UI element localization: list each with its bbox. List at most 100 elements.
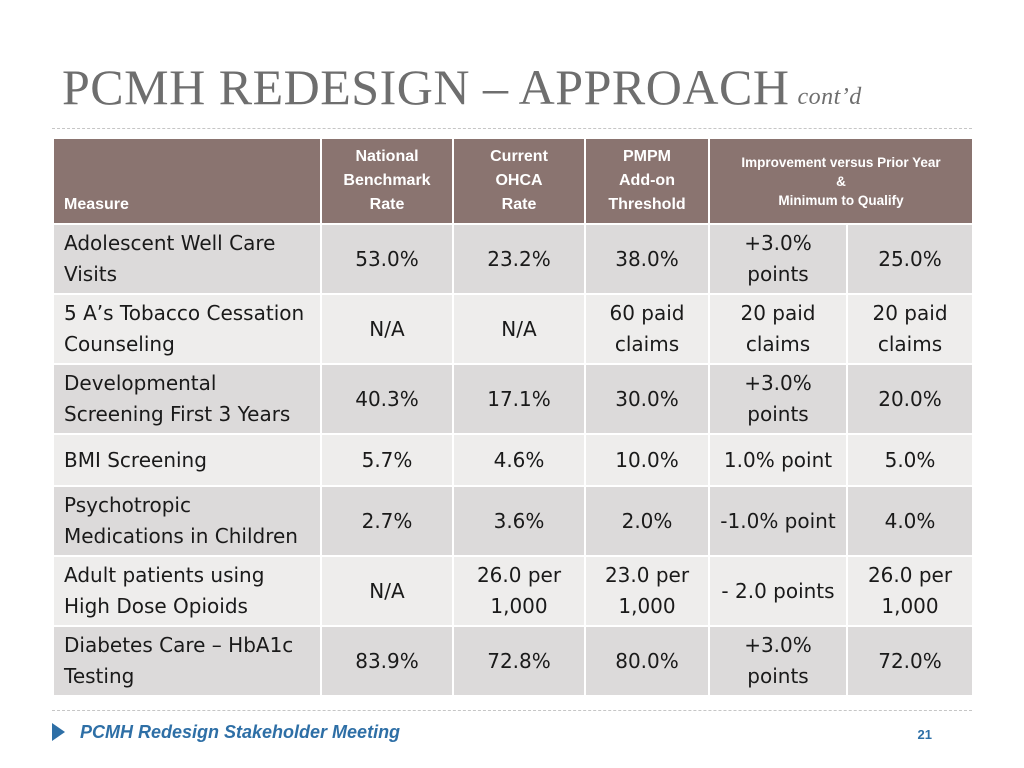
cell-line: N/A: [369, 316, 405, 341]
header-line: Improvement versus Prior Year: [741, 154, 941, 170]
cell-line: - 2.0 points: [721, 578, 835, 603]
header-line: Benchmark: [343, 172, 431, 189]
cell-line: 20.0%: [878, 386, 942, 411]
cell-current-ohca: 23.2%: [452, 223, 586, 295]
cell-line: 23.2%: [487, 246, 551, 271]
cell-line: Adult patients using: [64, 563, 265, 587]
cell-improvement: +3.0% points: [708, 223, 848, 295]
header-line: Rate: [369, 196, 405, 213]
cell-line: Developmental: [64, 371, 217, 395]
footer-text: PCMH Redesign Stakeholder Meeting: [80, 722, 401, 742]
play-arrow-icon: [52, 723, 65, 741]
cell-measure: Diabetes Care – HbA1c Testing: [52, 625, 322, 697]
cell-current-ohca: 3.6%: [452, 485, 586, 557]
cell-line: +3.0%: [744, 633, 812, 657]
cell-line: High Dose Opioids: [64, 594, 248, 618]
cell-pmpm-threshold: 80.0%: [584, 625, 710, 697]
header-line: Minimum to Qualify: [778, 192, 904, 208]
cell-national-benchmark: N/A: [320, 293, 454, 365]
cell-line: 72.8%: [487, 648, 551, 673]
header-line: National: [355, 148, 419, 165]
page-number: 21: [917, 727, 932, 742]
cell-minimum: 25.0%: [845, 223, 975, 295]
table-header-row: Measure National Benchmark Rate Current …: [52, 137, 975, 225]
cell-minimum: 26.0 per 1,000: [845, 555, 975, 627]
cell-pmpm-threshold: 2.0%: [584, 485, 710, 557]
cell-line: claims: [614, 332, 680, 356]
cell-line: Adolescent Well Care: [64, 231, 276, 255]
cell-line: 3.6%: [493, 508, 545, 533]
cell-line: Visits: [64, 262, 118, 286]
table-body: Adolescent Well Care Visits 53.0% 23.2% 38.0…: [52, 223, 975, 697]
cell-line: Psychotropic: [64, 493, 191, 517]
cell-measure: 5 A’s Tobacco Cessation Counseling: [52, 293, 322, 365]
cell-line: 20 paid: [872, 301, 948, 325]
cell-line: points: [747, 262, 809, 286]
cell-line: 1.0% point: [723, 447, 833, 472]
cell-line: 2.7%: [361, 508, 413, 533]
cell-line: 80.0%: [615, 648, 679, 673]
cell-measure: Psychotropic Medications in Children: [52, 485, 322, 557]
cell-line: 38.0%: [615, 246, 679, 271]
cell-line: Testing: [64, 664, 135, 688]
table-row: BMI Screening 5.7% 4.6% 10.0% 1.0% point 5.0%: [52, 433, 975, 487]
cell-line: 20 paid: [740, 301, 816, 325]
cell-line: 23.0 per: [604, 563, 690, 587]
table-row: Adult patients using High Dose Opioids N/A…: [52, 555, 975, 627]
cell-pmpm-threshold: 38.0%: [584, 223, 710, 295]
cell-line: 2.0%: [621, 508, 673, 533]
cell-current-ohca: 4.6%: [452, 433, 586, 487]
cell-improvement: 20 paid claims: [708, 293, 848, 365]
cell-line: N/A: [369, 578, 405, 603]
table-row: 5 A’s Tobacco Cessation Counseling N/A N/A 6…: [52, 293, 975, 365]
cell-pmpm-threshold: 23.0 per 1,000: [584, 555, 710, 627]
header-line: OHCA: [495, 172, 543, 189]
cell-current-ohca: N/A: [452, 293, 586, 365]
cell-line: 10.0%: [615, 447, 679, 472]
measures-table: Measure National Benchmark Rate Current …: [52, 137, 975, 697]
page-title: PCMH REDESIGN – APPROACH cont’d: [62, 58, 862, 116]
cell-current-ohca: 26.0 per 1,000: [452, 555, 586, 627]
cell-improvement: +3.0% points: [708, 625, 848, 697]
cell-line: 26.0 per: [867, 563, 953, 587]
cell-line: Counseling: [64, 332, 175, 356]
cell-line: 1,000: [618, 594, 676, 618]
cell-line: 72.0%: [878, 648, 942, 673]
cell-current-ohca: 72.8%: [452, 625, 586, 697]
cell-line: 17.1%: [487, 386, 551, 411]
cell-line: 40.3%: [355, 386, 419, 411]
cell-line: Medications in Children: [64, 524, 298, 548]
cell-line: points: [747, 402, 809, 426]
cell-line: +3.0%: [744, 231, 812, 255]
table-row: Developmental Screening First 3 Years 40.3…: [52, 363, 975, 435]
cell-line: Diabetes Care – HbA1c: [64, 633, 294, 657]
cell-measure: Adult patients using High Dose Opioids: [52, 555, 322, 627]
cell-national-benchmark: 40.3%: [320, 363, 454, 435]
cell-improvement: - 2.0 points: [708, 555, 848, 627]
cell-line: 53.0%: [355, 246, 419, 271]
cell-line: 5 A’s Tobacco Cessation: [64, 301, 305, 325]
header-national-benchmark: National Benchmark Rate: [320, 137, 454, 225]
cell-line: 1,000: [881, 594, 939, 618]
header-line: &: [836, 173, 846, 189]
header-line: PMPM: [623, 148, 671, 165]
cell-line: points: [747, 664, 809, 688]
header-line: Rate: [501, 196, 537, 213]
header-line: Current: [490, 148, 548, 165]
cell-national-benchmark: 5.7%: [320, 433, 454, 487]
cell-line: claims: [877, 332, 943, 356]
cell-minimum: 20.0%: [845, 363, 975, 435]
cell-measure: BMI Screening: [52, 433, 322, 487]
cell-line: 60 paid: [609, 301, 685, 325]
cell-improvement: -1.0% point: [708, 485, 848, 557]
cell-line: N/A: [501, 316, 537, 341]
cell-minimum: 4.0%: [845, 485, 975, 557]
cell-current-ohca: 17.1%: [452, 363, 586, 435]
cell-pmpm-threshold: 60 paid claims: [584, 293, 710, 365]
cell-national-benchmark: 53.0%: [320, 223, 454, 295]
cell-pmpm-threshold: 10.0%: [584, 433, 710, 487]
header-measure: Measure: [52, 137, 322, 225]
table-row: Psychotropic Medications in Children 2.7% 3…: [52, 485, 975, 557]
cell-line: -1.0% point: [720, 508, 836, 533]
cell-pmpm-threshold: 30.0%: [584, 363, 710, 435]
